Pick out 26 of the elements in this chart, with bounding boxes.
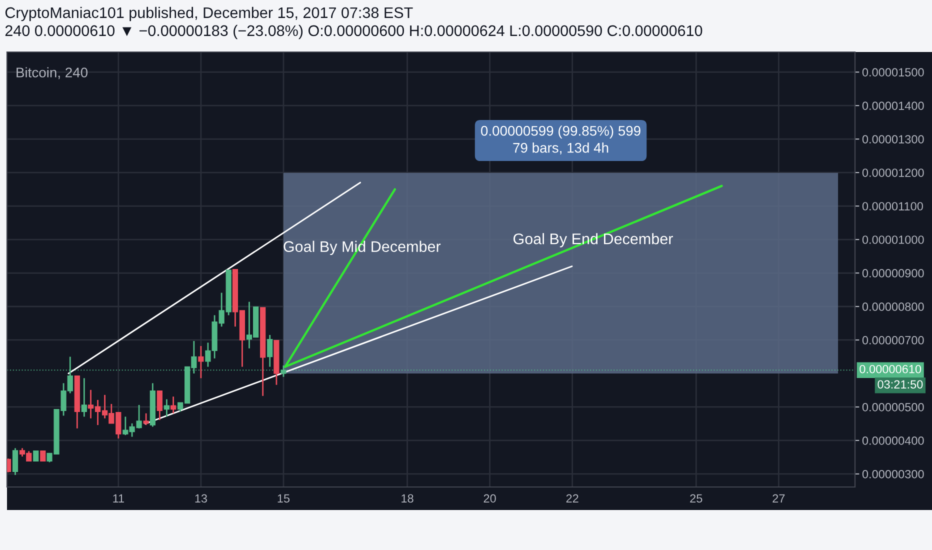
y-tick-label: 0.00001400 (862, 102, 924, 110)
y-tick-label: 0.00001200 (862, 168, 924, 177)
y-tick-label: 0.00001100 (862, 202, 923, 210)
x-tick-label: 11 (113, 494, 124, 502)
x-tick-label: 27 (772, 494, 785, 502)
y-tick-label: 0.00000800 (862, 302, 924, 311)
x-tick-label: 15 (278, 494, 290, 503)
x-tick-label: 18 (402, 494, 414, 503)
y-tick-label: 0.00000900 (862, 269, 924, 278)
y-tick-label: 0.00000700 (862, 336, 924, 344)
ref-line-label: 0.00000610 (860, 364, 922, 374)
y-tick-label: 0.00001300 (862, 135, 924, 144)
x-tick-label: 20 (484, 494, 496, 503)
chart-title: CryptoManiac101 published, December 15, 2017 07:38 EST (5, 6, 413, 22)
x-tick-label: 22 (566, 494, 578, 502)
text: 03:21:50 (878, 380, 923, 389)
x-tick-label: 25 (690, 494, 702, 503)
chart-subtitle: 240 0.00000610 ▼ −0.00000183 (−23.08%) O:0.00000600 H:0.00000624 L:0.00000590 C:0.00000610 (5, 24, 702, 40)
y-tick-label: 0.00000300 (862, 470, 924, 478)
annotation: Bitcoin, 240 (16, 67, 88, 80)
y-tick-label: 0.00000400 (862, 436, 924, 445)
y-tick-label: 0.00001000 (862, 236, 924, 244)
band-label: 0.00000599 (99.85%) 599 79 bars, 13d 4h (480, 126, 640, 154)
y-tick-label: 0.00001500 (862, 68, 924, 76)
x-tick-label: 13 (195, 494, 207, 503)
y-tick-label: 0.00000500 (862, 403, 924, 412)
